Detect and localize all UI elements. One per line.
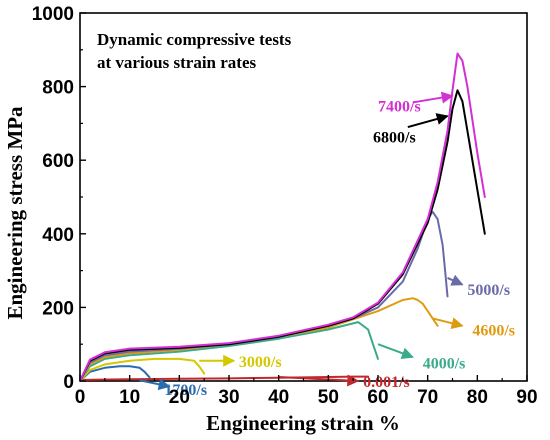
y-tick-label: 1000 — [32, 4, 74, 25]
series-line-4000-s — [79, 321, 379, 382]
series-label-1700-s: 1700/s — [164, 382, 207, 399]
series-label-0-001-s: 0.001/s — [363, 374, 410, 391]
series-line-3000-s — [79, 357, 206, 382]
x-axis-label: Engineering strain % — [206, 411, 400, 435]
y-tick-label: 800 — [42, 78, 74, 99]
chart-title-line-2: at various strain rates — [97, 53, 257, 72]
chart-title-line-1: Dynamic compressive tests — [97, 30, 292, 49]
y-tick-label: 200 — [42, 298, 74, 319]
label-layer: 0.001/s 1700/s 3000/s 4000/s 4600/s 5000/s 680… — [164, 99, 515, 399]
series-arrow-0-001-s — [278, 374, 360, 387]
x-tick-label: 10 — [119, 387, 140, 408]
series-arrow-6800-s — [407, 113, 449, 129]
x-axis-ticks: 0 10 20 30 40 50 60 70 80 90 — [75, 375, 538, 408]
series-label-5000-s: 5000/s — [467, 282, 510, 299]
x-tick-label: 90 — [516, 387, 537, 408]
series-line-5000-s — [79, 210, 449, 382]
series-arrow-1700-s — [139, 378, 171, 391]
series-label-4600-s: 4600/s — [472, 322, 515, 339]
series-arrow-5000-s — [447, 274, 464, 286]
series-layer — [79, 52, 486, 382]
series-line-4600-s — [79, 297, 439, 382]
x-tick-label: 70 — [417, 387, 438, 408]
y-axis-ticks: 0 200 400 600 800 1000 — [32, 4, 86, 393]
series-label-3000-s: 3000/s — [239, 354, 282, 371]
x-tick-label: 30 — [218, 387, 239, 408]
y-tick-label: 400 — [42, 225, 74, 246]
x-tick-label: 50 — [318, 387, 339, 408]
x-tick-label: 0 — [75, 387, 86, 408]
arrow-layer — [139, 91, 464, 391]
x-tick-label: 20 — [169, 387, 190, 408]
series-line-1700-s — [79, 365, 151, 382]
x-tick-label: 80 — [467, 387, 488, 408]
y-tick-label: 0 — [63, 372, 74, 393]
series-label-7400-s: 7400/s — [378, 99, 421, 116]
series-arrow-4000-s — [377, 343, 414, 359]
x-tick-label: 60 — [367, 387, 388, 408]
y-tick-label: 600 — [42, 151, 74, 172]
series-line-7400-s — [79, 52, 486, 382]
series-arrow-7400-s — [412, 91, 454, 104]
series-label-6800-s: 6800/s — [373, 129, 416, 146]
series-arrow-4600-s — [432, 317, 464, 330]
x-tick-label: 40 — [268, 387, 289, 408]
series-label-4000-s: 4000/s — [423, 356, 466, 373]
y-axis-label: Engineering stress MPa — [3, 106, 27, 320]
